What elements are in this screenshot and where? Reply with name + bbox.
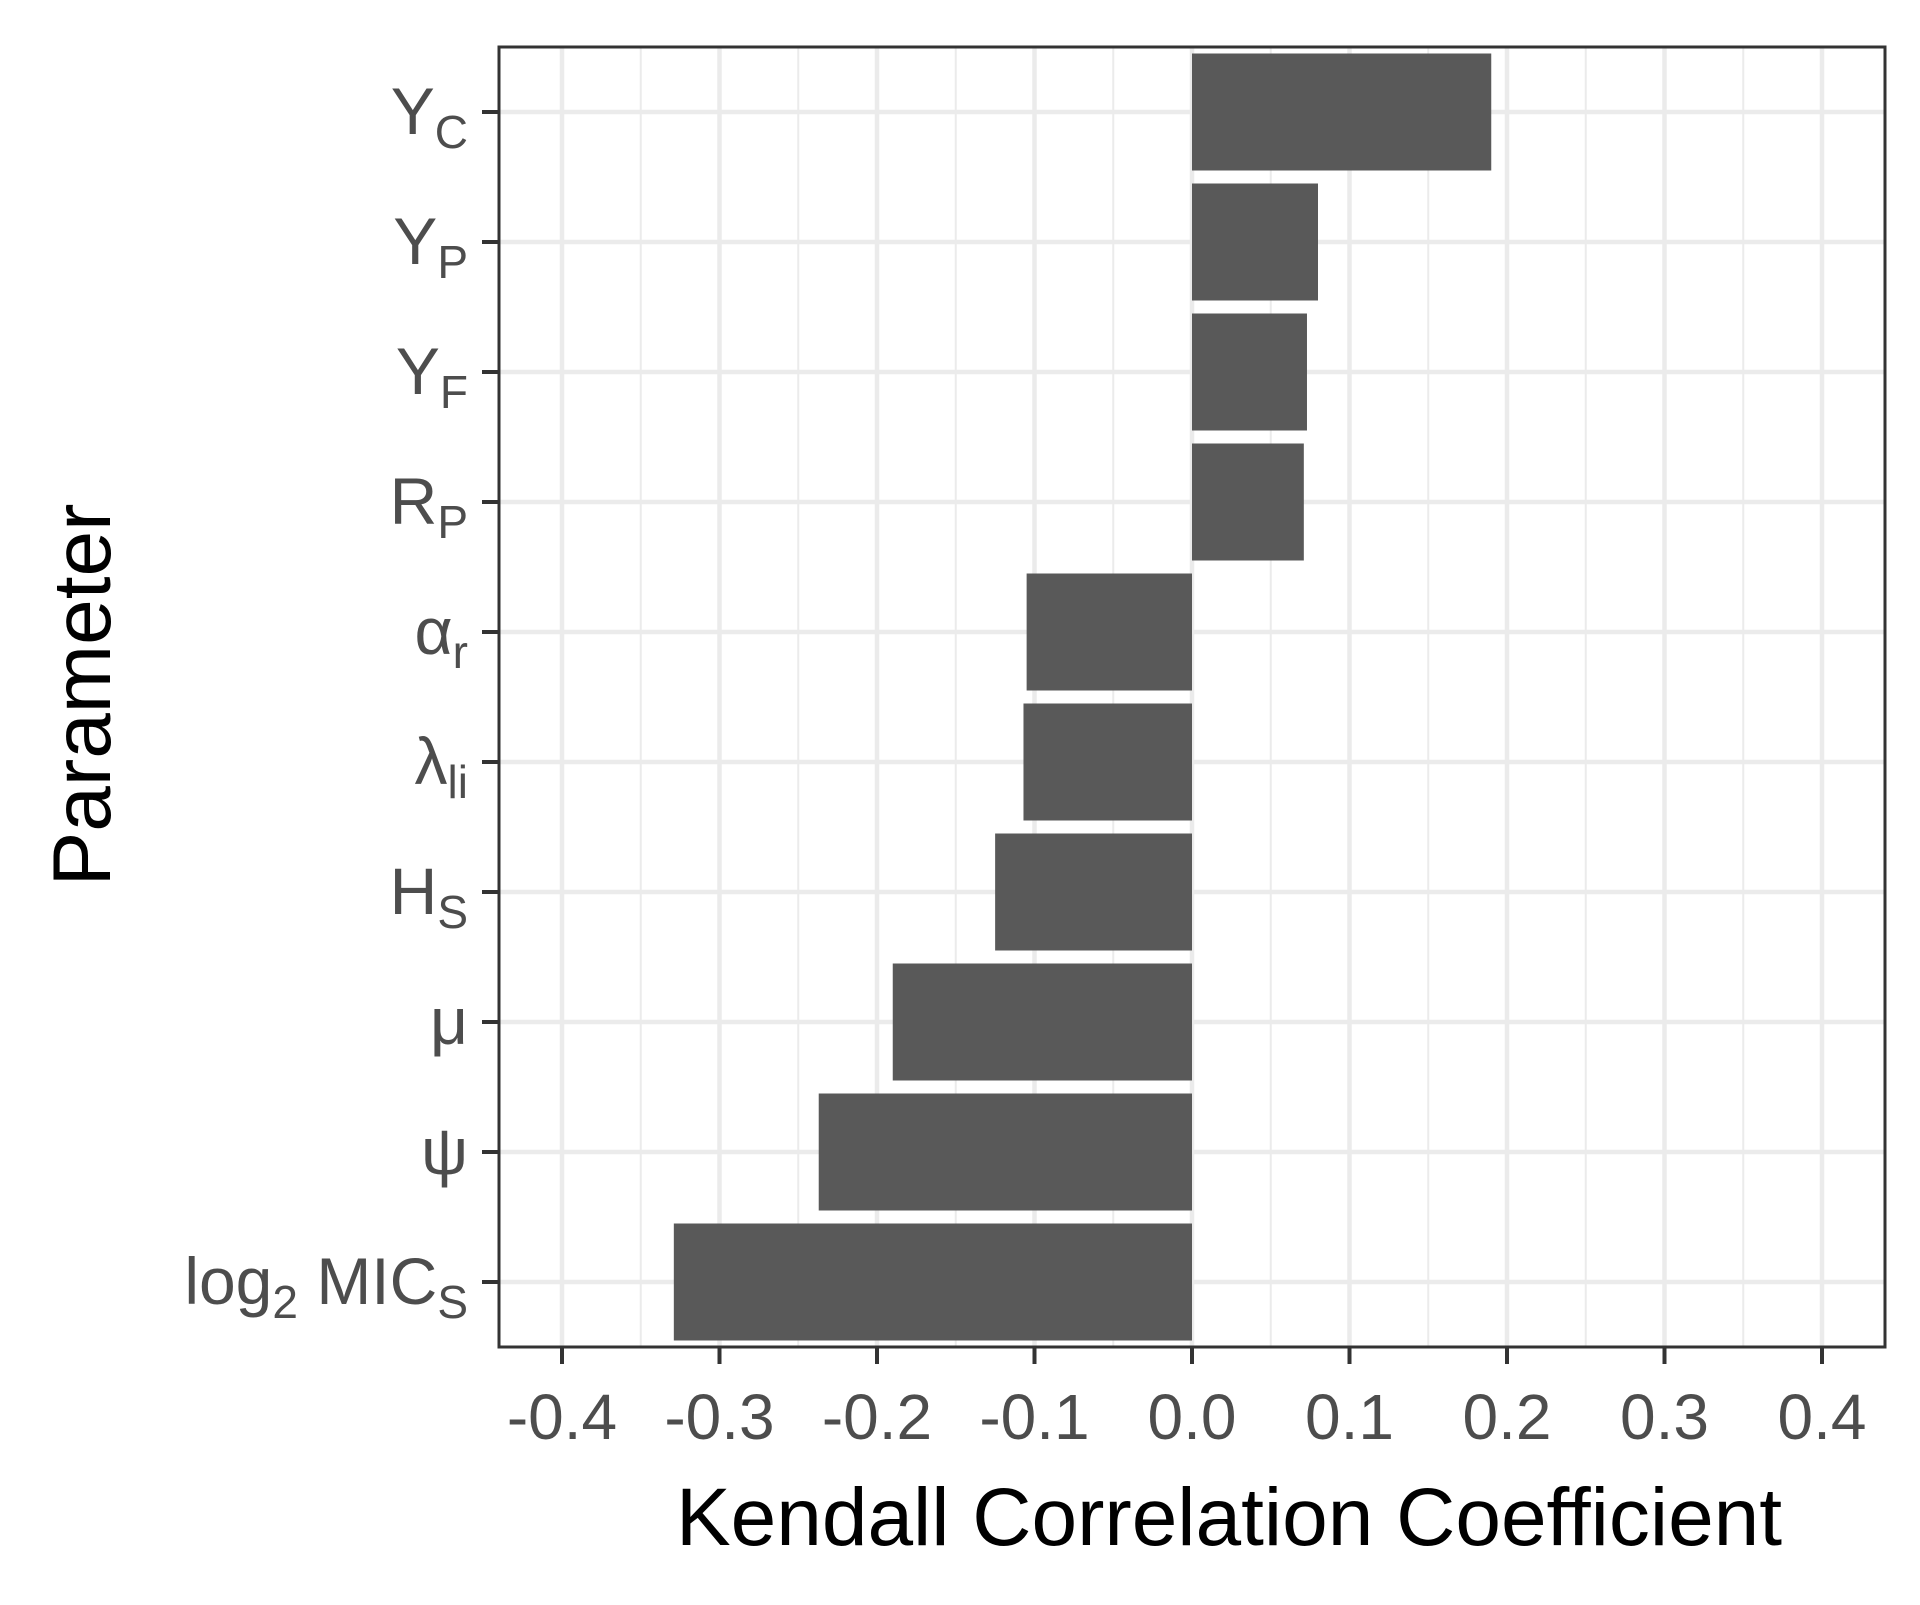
bars-layer <box>673 53 1492 1341</box>
y-tick-label: YP <box>393 204 468 288</box>
x-tick-label: 0.4 <box>1778 1381 1867 1453</box>
y-tick-label: HS <box>390 854 468 938</box>
x-tick-label: 0.1 <box>1305 1381 1394 1453</box>
y-tick-label: αr <box>415 594 468 678</box>
bar <box>1023 703 1192 821</box>
y-tick-label: RP <box>390 464 468 548</box>
y-axis: YC YP YF RP αr λli HS μψ log2 MICS <box>184 74 499 1328</box>
x-tick-label: -0.1 <box>979 1381 1089 1453</box>
bar <box>1192 443 1304 561</box>
bar <box>892 963 1192 1081</box>
y-tick-label: ψ <box>421 1114 468 1188</box>
y-tick-label: YF <box>396 334 468 418</box>
x-tick-label: -0.3 <box>664 1381 774 1453</box>
bar <box>1026 573 1192 691</box>
bar <box>995 833 1192 951</box>
y-tick-label: log2 MICS <box>184 1244 468 1328</box>
bar <box>818 1093 1192 1211</box>
y-tick-label: μ <box>430 984 468 1058</box>
x-tick-label: -0.2 <box>822 1381 932 1453</box>
bar <box>1192 53 1492 171</box>
x-axis: -0.4 -0.3 -0.2 -0.1 0.0 0.1 0.2 0.3 0.4 <box>507 1347 1867 1453</box>
bar <box>1192 313 1307 431</box>
bar <box>673 1223 1192 1341</box>
x-axis-title: Kendall Correlation Coefficient <box>676 1472 1782 1563</box>
y-tick-label: λli <box>415 724 468 808</box>
y-axis-title: Parameter <box>37 504 128 887</box>
y-tick-label: YC <box>391 74 468 158</box>
bar <box>1192 183 1318 301</box>
x-tick-label: 0.2 <box>1463 1381 1552 1453</box>
x-tick-label: -0.4 <box>507 1381 617 1453</box>
x-tick-label: 0.0 <box>1148 1381 1237 1453</box>
x-tick-label: 0.3 <box>1620 1381 1709 1453</box>
